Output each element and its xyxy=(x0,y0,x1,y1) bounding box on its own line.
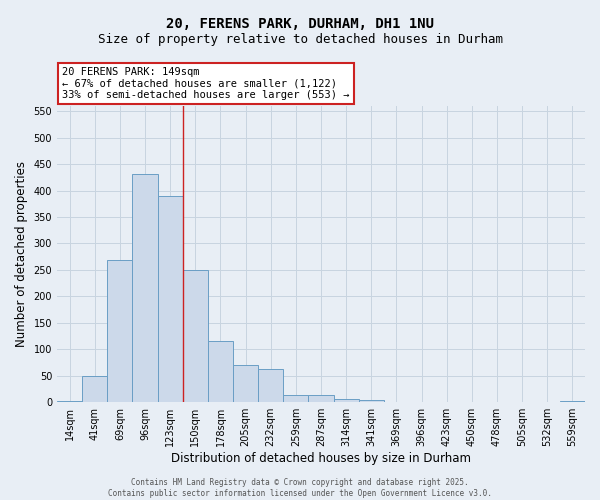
Text: 20 FERENS PARK: 149sqm
← 67% of detached houses are smaller (1,122)
33% of semi-: 20 FERENS PARK: 149sqm ← 67% of detached… xyxy=(62,67,350,100)
Text: 20, FERENS PARK, DURHAM, DH1 1NU: 20, FERENS PARK, DURHAM, DH1 1NU xyxy=(166,18,434,32)
Bar xyxy=(334,399,359,402)
Bar xyxy=(258,370,283,402)
Y-axis label: Number of detached properties: Number of detached properties xyxy=(15,161,28,347)
X-axis label: Distribution of detached houses by size in Durham: Distribution of detached houses by size … xyxy=(171,452,471,465)
Text: Size of property relative to detached houses in Durham: Size of property relative to detached ho… xyxy=(97,32,503,46)
Bar xyxy=(208,342,233,402)
Bar xyxy=(133,174,158,402)
Bar xyxy=(107,260,133,402)
Bar xyxy=(82,376,107,402)
Bar xyxy=(57,401,82,402)
Bar xyxy=(233,365,258,402)
Text: Contains HM Land Registry data © Crown copyright and database right 2025.
Contai: Contains HM Land Registry data © Crown c… xyxy=(108,478,492,498)
Bar xyxy=(183,270,208,402)
Bar xyxy=(283,396,308,402)
Bar xyxy=(359,400,384,402)
Bar xyxy=(560,401,585,402)
Bar xyxy=(308,396,334,402)
Bar xyxy=(158,196,183,402)
